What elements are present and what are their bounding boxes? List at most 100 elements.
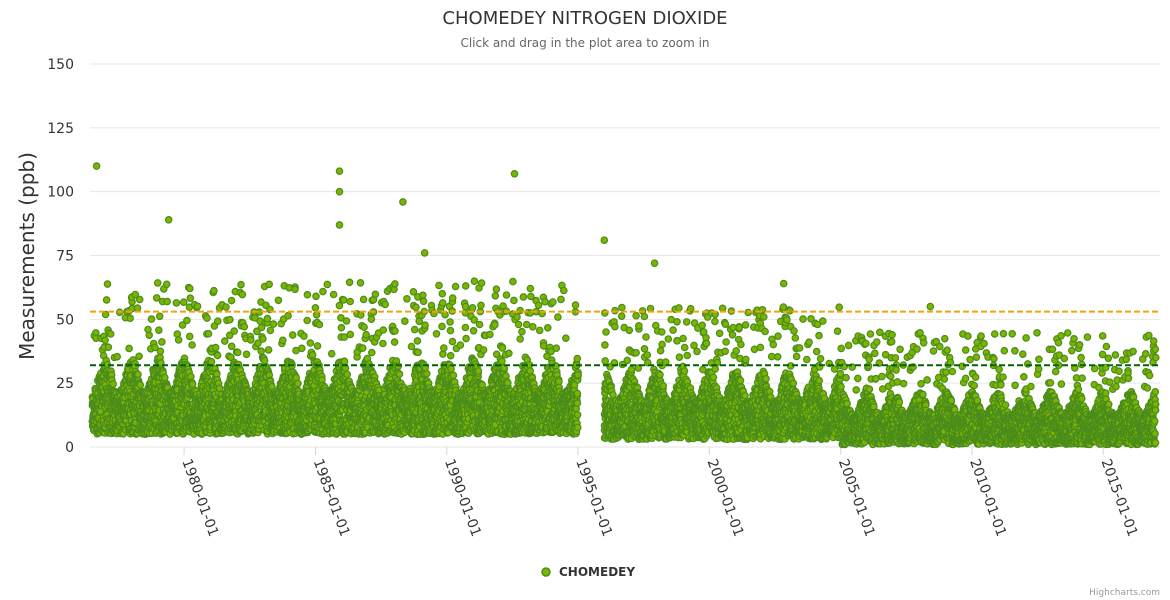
data-point[interactable] [379, 326, 388, 334]
data-point[interactable] [101, 336, 109, 345]
data-point[interactable] [193, 302, 202, 311]
data-point[interactable] [263, 314, 272, 323]
data-point[interactable] [135, 352, 143, 361]
data-point[interactable] [155, 326, 163, 335]
data-point[interactable] [438, 289, 447, 298]
data-point[interactable] [306, 339, 315, 347]
data-point[interactable] [135, 295, 144, 304]
data-point[interactable] [490, 321, 499, 329]
data-point[interactable] [516, 306, 524, 315]
data-point[interactable] [446, 318, 454, 326]
data-point[interactable] [461, 302, 470, 311]
data-point[interactable] [367, 315, 376, 324]
data-point[interactable] [543, 323, 552, 332]
data-point[interactable] [339, 296, 348, 304]
data-point[interactable] [207, 357, 216, 366]
data-point[interactable] [554, 313, 562, 321]
data-point[interactable] [358, 344, 367, 352]
data-point[interactable] [337, 323, 346, 332]
data-point[interactable] [561, 334, 570, 343]
data-point[interactable] [413, 337, 422, 345]
data-point[interactable] [528, 322, 537, 331]
data-point[interactable] [269, 320, 278, 328]
data-point[interactable] [448, 294, 457, 302]
data-point[interactable] [106, 330, 115, 338]
data-point[interactable] [215, 384, 224, 393]
data-point[interactable] [498, 344, 507, 352]
data-point[interactable] [133, 304, 142, 312]
data-point[interactable] [362, 330, 371, 339]
data-point[interactable] [470, 277, 479, 286]
data-point[interactable] [449, 371, 458, 380]
data-point[interactable] [266, 326, 275, 335]
data-point[interactable] [145, 331, 154, 340]
data-point[interactable] [188, 341, 196, 349]
data-point[interactable] [163, 297, 172, 306]
data-point[interactable] [513, 313, 521, 321]
data-point[interactable] [161, 373, 169, 382]
data-point[interactable] [510, 296, 518, 305]
data-point[interactable] [534, 301, 543, 310]
data-point[interactable] [346, 297, 355, 306]
data-point[interactable] [319, 287, 327, 296]
data-point[interactable] [340, 357, 349, 366]
data-point[interactable] [103, 280, 112, 288]
data-point[interactable] [559, 286, 568, 295]
data-point[interactable] [311, 303, 320, 312]
data-point[interactable] [422, 369, 431, 378]
data-point[interactable] [477, 279, 486, 287]
data-point[interactable] [439, 344, 448, 352]
data-point[interactable] [158, 338, 166, 346]
data-point[interactable] [448, 337, 457, 346]
data-point[interactable] [367, 348, 376, 357]
data-point[interactable] [303, 316, 312, 325]
data-point[interactable] [183, 316, 191, 325]
data-point[interactable] [432, 329, 441, 338]
data-point[interactable] [300, 332, 308, 340]
data-point[interactable] [308, 350, 317, 359]
data-point[interactable] [477, 301, 485, 310]
data-point[interactable] [213, 351, 222, 360]
data-point[interactable] [203, 314, 211, 322]
data-point[interactable] [518, 327, 526, 336]
data-point[interactable] [498, 357, 506, 366]
data-point[interactable] [101, 310, 110, 319]
data-point[interactable] [221, 337, 229, 345]
data-point[interactable] [113, 352, 122, 361]
data-point[interactable] [257, 347, 266, 356]
data-point[interactable] [156, 347, 165, 356]
data-point[interactable] [519, 293, 528, 301]
data-point[interactable] [475, 320, 484, 329]
data-point[interactable] [491, 291, 500, 300]
data-point[interactable] [346, 330, 355, 339]
data-point[interactable] [327, 349, 336, 358]
data-point[interactable] [410, 325, 419, 334]
data-point[interactable] [242, 350, 251, 359]
data-point[interactable] [172, 299, 181, 307]
data-point[interactable] [502, 291, 511, 299]
data-point[interactable] [503, 378, 512, 387]
data-point[interactable] [462, 334, 470, 343]
plot-area[interactable] [88, 162, 1160, 449]
data-point[interactable] [371, 290, 380, 299]
data-point[interactable] [509, 277, 517, 286]
data-point[interactable] [342, 317, 351, 325]
data-point[interactable] [179, 298, 188, 307]
data-point[interactable] [381, 300, 390, 309]
data-point[interactable] [395, 370, 404, 378]
data-point[interactable] [153, 279, 162, 287]
data-point[interactable] [278, 336, 287, 345]
data-point[interactable] [435, 281, 443, 290]
data-point[interactable] [291, 285, 299, 294]
data-point[interactable] [403, 294, 411, 303]
data-point[interactable] [247, 336, 255, 344]
data-point[interactable] [265, 280, 274, 289]
data-point[interactable] [438, 322, 446, 331]
data-point[interactable] [356, 311, 365, 319]
data-point[interactable] [522, 320, 531, 329]
data-point[interactable] [439, 350, 447, 358]
data-point[interactable] [356, 278, 365, 287]
data-point[interactable] [126, 314, 135, 323]
data-point[interactable] [315, 320, 324, 329]
data-point[interactable] [516, 335, 525, 343]
